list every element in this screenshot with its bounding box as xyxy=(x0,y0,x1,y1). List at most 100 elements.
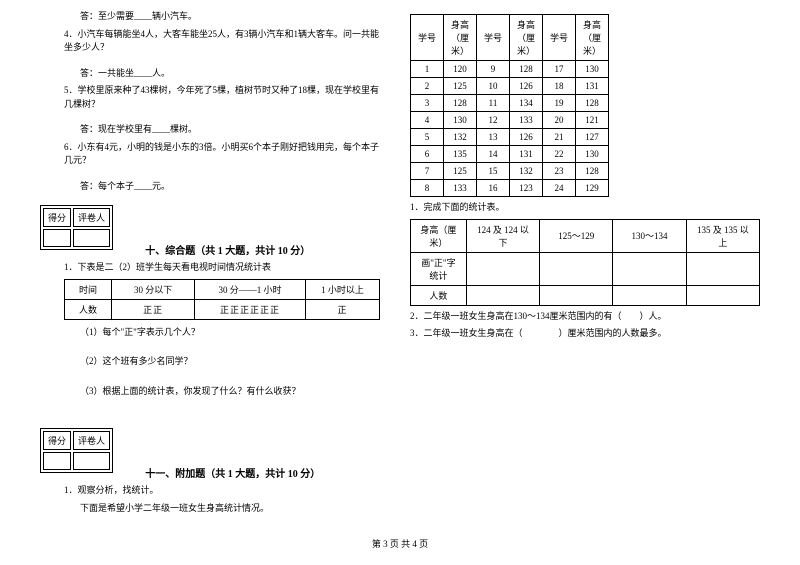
table-cell: 133 xyxy=(510,112,543,129)
stat-blank[interactable] xyxy=(613,285,686,305)
table-cell: 126 xyxy=(510,78,543,95)
table-row: 61351413122130 xyxy=(411,146,609,163)
section-11-title: 十一、附加题（共 1 大题，共计 10 分） xyxy=(145,465,320,480)
table-row: 1120912817130 xyxy=(411,61,609,78)
table-cell: 11 xyxy=(477,95,510,112)
table-cell: 121 xyxy=(576,112,609,129)
score-box-11: 得分 评卷人 xyxy=(40,428,113,473)
r-q3: 3．二年级一班女生身高在（ ）厘米范围内的人数最多。 xyxy=(410,327,760,341)
table-cell: 7 xyxy=(411,163,444,180)
tv-t2: 正 xyxy=(305,299,379,319)
table-cell: 16 xyxy=(477,180,510,197)
tv-h3: 1 小时以上 xyxy=(305,279,379,299)
table-cell: 19 xyxy=(543,95,576,112)
stat-blank[interactable] xyxy=(466,252,539,285)
tv-h0: 时间 xyxy=(65,279,112,299)
table-cell: 14 xyxy=(477,146,510,163)
q3-answer: 答：至少需要____辆小汽车。 xyxy=(40,10,380,24)
table-cell: 4 xyxy=(411,112,444,129)
q5-answer: 答：现在学校里有____棵树。 xyxy=(40,123,380,137)
score-label: 得分 xyxy=(43,208,71,227)
table-cell: 128 xyxy=(444,95,477,112)
height-table: 学号 身高（厘米） 学号 身高（厘米） 学号 身高（厘米） 1120912817… xyxy=(410,14,609,197)
table-cell: 17 xyxy=(543,61,576,78)
reviewer-blank-11[interactable] xyxy=(73,452,110,470)
section-10-title: 十、综合题（共 1 大题，共计 10 分） xyxy=(145,242,310,257)
table-cell: 2 xyxy=(411,78,444,95)
table-cell: 1 xyxy=(411,61,444,78)
table-cell: 128 xyxy=(576,163,609,180)
stat-blank[interactable] xyxy=(686,252,759,285)
stat-blank[interactable] xyxy=(466,285,539,305)
stat-blank[interactable] xyxy=(540,252,613,285)
table-cell: 9 xyxy=(477,61,510,78)
table-cell: 135 xyxy=(444,146,477,163)
s11-q1: 1．观察分析，找统计。 xyxy=(40,484,380,498)
table-cell: 22 xyxy=(543,146,576,163)
stat-blank[interactable] xyxy=(686,285,759,305)
table-cell: 130 xyxy=(576,146,609,163)
score-label-11: 得分 xyxy=(43,431,71,450)
table-cell: 3 xyxy=(411,95,444,112)
s11-q1b: 下面是希望小学二年级一班女生身高统计情况。 xyxy=(40,502,380,516)
stat-table: 身高（厘米） 124 及 124 以下 125～129 130～134 135 … xyxy=(410,219,760,306)
table-row: 51321312621127 xyxy=(411,129,609,146)
s10-sub2: （2）这个班有多少名同学？ xyxy=(40,355,380,369)
page-footer: 第 3 页 共 4 页 xyxy=(0,537,800,550)
q6-text: 6．小东有4元，小明的钱是小东的3倍。小明买6个本子刚好把钱用完，每个本子几元？ xyxy=(40,141,380,168)
table-cell: 131 xyxy=(576,78,609,95)
stat-blank[interactable] xyxy=(613,252,686,285)
reviewer-label: 评卷人 xyxy=(73,208,110,227)
table-cell: 128 xyxy=(510,61,543,78)
s10-sub3: （3）根据上面的统计表，你发现了什么？有什么收获？ xyxy=(40,385,380,399)
table-cell: 132 xyxy=(444,129,477,146)
table-cell: 6 xyxy=(411,146,444,163)
table-cell: 120 xyxy=(444,61,477,78)
table-cell: 123 xyxy=(510,180,543,197)
table-cell: 24 xyxy=(543,180,576,197)
score-blank[interactable] xyxy=(43,229,71,247)
reviewer-blank[interactable] xyxy=(73,229,110,247)
tv-t1: 正正正正正正 xyxy=(195,299,306,319)
table-cell: 130 xyxy=(444,112,477,129)
table-cell: 126 xyxy=(510,129,543,146)
left-column: 答：至少需要____辆小汽车。 4．小汽车每辆能坐4人，大客车能坐25人，有3辆… xyxy=(40,10,380,519)
table-cell: 20 xyxy=(543,112,576,129)
table-cell: 15 xyxy=(477,163,510,180)
stat-blank[interactable] xyxy=(540,285,613,305)
height-header-row: 学号 身高（厘米） 学号 身高（厘米） 学号 身高（厘米） xyxy=(411,15,609,61)
q6-answer: 答：每个本子____元。 xyxy=(40,180,380,194)
table-cell: 125 xyxy=(444,78,477,95)
tv-h2: 30 分——1 小时 xyxy=(195,279,306,299)
table-cell: 23 xyxy=(543,163,576,180)
table-cell: 128 xyxy=(576,95,609,112)
table-row: 21251012618131 xyxy=(411,78,609,95)
table-cell: 129 xyxy=(576,180,609,197)
table-cell: 127 xyxy=(576,129,609,146)
table-cell: 125 xyxy=(444,163,477,180)
table-row: 81331612324129 xyxy=(411,180,609,197)
tv-h1: 30 分以下 xyxy=(112,279,195,299)
tv-table: 时间 30 分以下 30 分——1 小时 1 小时以上 人数 正正 正正正正正正… xyxy=(64,279,380,320)
table-cell: 131 xyxy=(510,146,543,163)
table-cell: 134 xyxy=(510,95,543,112)
r-q1: 1．完成下面的统计表。 xyxy=(410,201,760,215)
table-cell: 21 xyxy=(543,129,576,146)
score-blank-11[interactable] xyxy=(43,452,71,470)
table-cell: 133 xyxy=(444,180,477,197)
table-row: 71251513223128 xyxy=(411,163,609,180)
q4-text: 4．小汽车每辆能坐4人，大客车能坐25人，有3辆小汽车和1辆大客车。问一共能坐多… xyxy=(40,28,380,55)
table-cell: 5 xyxy=(411,129,444,146)
q5-text: 5．学校里原来种了43棵树，今年死了5棵，植树节时又种了18棵，现在学校里有几棵… xyxy=(40,84,380,111)
s10-q1: 1．下表是二（2）班学生每天看电视时间情况统计表 xyxy=(40,261,380,275)
right-column: 学号 身高（厘米） 学号 身高（厘米） 学号 身高（厘米） 1120912817… xyxy=(410,10,760,519)
table-cell: 13 xyxy=(477,129,510,146)
table-cell: 130 xyxy=(576,61,609,78)
table-cell: 132 xyxy=(510,163,543,180)
s10-sub1: （1）每个"正"字表示几个人？ xyxy=(40,326,380,340)
table-row: 31281113419128 xyxy=(411,95,609,112)
table-cell: 10 xyxy=(477,78,510,95)
score-box-10: 得分 评卷人 xyxy=(40,205,113,250)
table-cell: 18 xyxy=(543,78,576,95)
table-cell: 12 xyxy=(477,112,510,129)
